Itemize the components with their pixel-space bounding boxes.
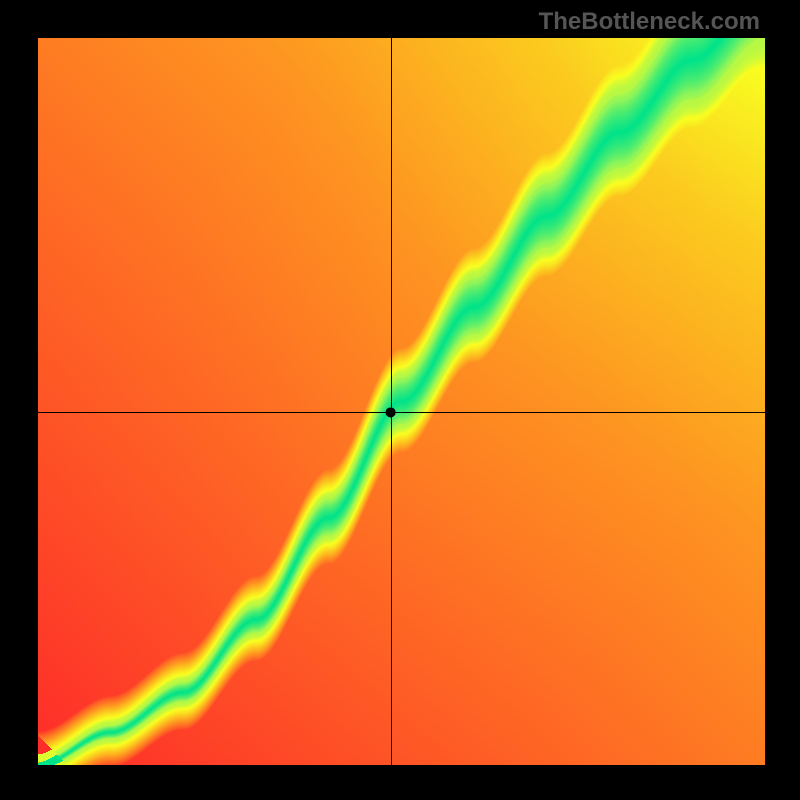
bottleneck-heatmap: [38, 38, 765, 765]
watermark-text: TheBottleneck.com: [539, 8, 760, 36]
chart-container: TheBottleneck.com: [0, 0, 800, 800]
